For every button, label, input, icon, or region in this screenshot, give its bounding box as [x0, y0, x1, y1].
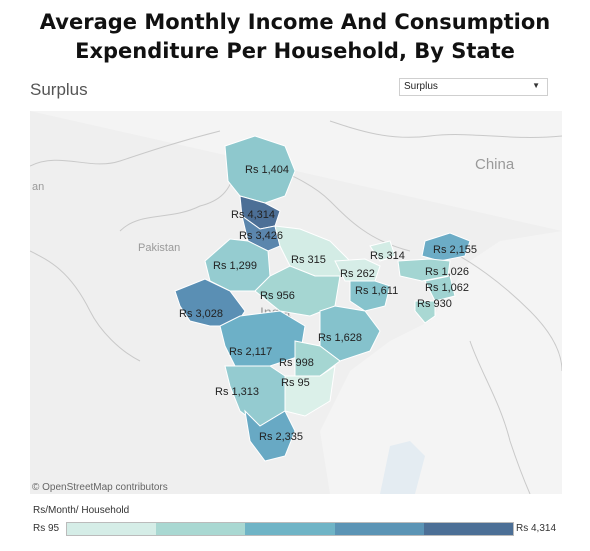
page-title: Average Monthly Income And Consumption E…: [0, 8, 590, 66]
state-label: Rs 3,028: [179, 308, 223, 320]
state-region: [244, 409, 296, 462]
chevron-down-icon[interactable]: ▼: [532, 81, 540, 90]
legend-swatch: [156, 523, 246, 535]
legend-swatch: [423, 523, 514, 535]
legend-title: Rs/Month/ Household: [33, 505, 130, 516]
state-region: [334, 258, 381, 282]
state-label: Rs 930: [417, 298, 452, 310]
state-region: [294, 340, 341, 377]
state-labels: Rs 1,404 Rs 4,314 Rs 3,426 Rs 1,299 Rs 3…: [179, 164, 477, 443]
legend-min-label: Rs 95: [33, 523, 60, 534]
state-region: [349, 280, 391, 312]
state-label: Rs 2,335: [259, 431, 303, 443]
measure-dropdown[interactable]: Surplus ▼: [399, 78, 548, 96]
state-label: Rs 2,117: [229, 346, 272, 358]
title-line-1: Average Monthly Income And Consumption: [39, 10, 551, 34]
state-label: Rs 1,313: [215, 386, 259, 398]
state-label: Rs 315: [291, 254, 326, 266]
state-region: [224, 135, 296, 204]
state-region: [369, 240, 396, 262]
legend-swatch: [334, 523, 424, 535]
legend-max-label: Rs 4,314: [516, 523, 557, 534]
country-label-china: China: [475, 156, 515, 173]
state-label: Rs 314: [370, 250, 405, 262]
state-region: [421, 232, 471, 262]
state-region: [424, 275, 456, 302]
legend-swatch: [67, 523, 157, 535]
state-region: [414, 300, 436, 324]
neighbor-land: [30, 111, 562, 494]
state-label: Rs 2,155: [433, 244, 477, 256]
state-label: Rs 1,404: [245, 164, 289, 176]
india-map[interactable]: China Pakistan India an: [30, 111, 562, 494]
country-label-cut-off: an: [32, 181, 44, 193]
country-label-pakistan: Pakistan: [138, 242, 180, 254]
color-legend-bar: [66, 522, 514, 536]
bay-of-bengal: [380, 441, 425, 494]
state-label: Rs 3,426: [239, 230, 283, 242]
state-label: Rs 1,628: [318, 332, 362, 344]
state-label: Rs 262: [340, 268, 375, 280]
map-attribution[interactable]: © OpenStreetMap contributors: [32, 482, 168, 493]
state-label: Rs 1,062: [425, 282, 469, 294]
state-label: Rs 4,314: [231, 209, 275, 221]
state-regions: [174, 135, 471, 462]
state-label: Rs 95: [281, 377, 310, 389]
state-label: Rs 998: [279, 357, 314, 369]
state-region: [254, 265, 341, 317]
state-label: Rs 1,611: [355, 285, 398, 297]
state-label: Rs 1,026: [425, 266, 469, 278]
title-line-2: Expenditure Per Household, By State: [75, 39, 515, 63]
dropdown-selected-value: Surplus: [404, 81, 438, 92]
sheet-subtitle: Surplus: [30, 80, 88, 99]
legend-swatch: [245, 523, 335, 535]
state-label: Rs 956: [260, 290, 295, 302]
state-label: Rs 1,299: [213, 260, 257, 272]
